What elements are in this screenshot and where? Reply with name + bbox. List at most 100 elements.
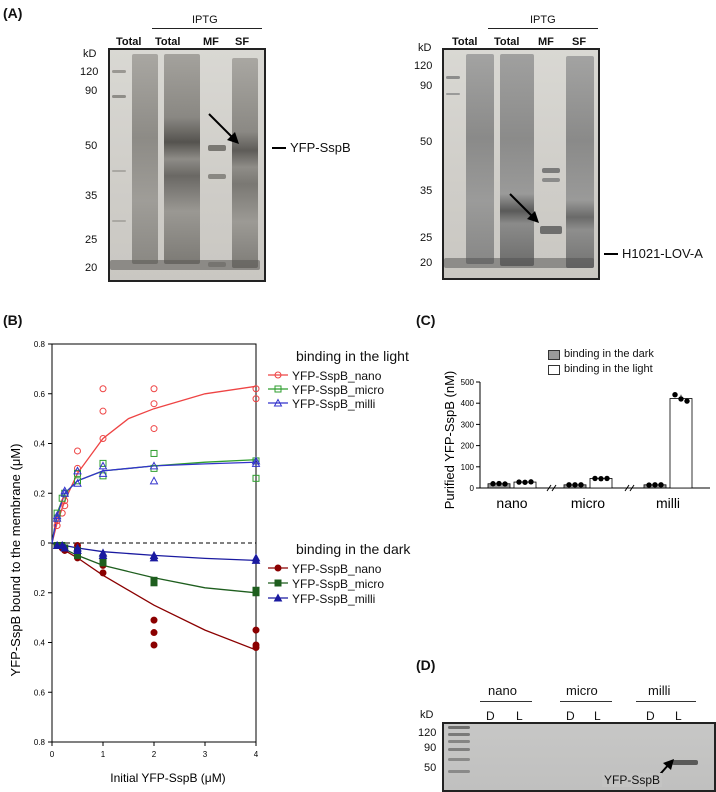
data-point — [150, 641, 158, 649]
legend-title-light: binding in the light — [296, 348, 409, 364]
legend-label: YFP-SspB_nano — [292, 562, 382, 576]
data-point — [99, 569, 107, 577]
data-point — [496, 480, 502, 487]
lane-label: Total — [155, 36, 181, 48]
data-point — [528, 479, 534, 485]
y-tick-label: 0 — [41, 539, 46, 548]
data-point — [60, 488, 70, 497]
kd-label-left: kD — [83, 48, 97, 60]
x-category-label: milli — [656, 495, 680, 510]
data-point — [61, 502, 69, 510]
y-tick-label: 400 — [461, 399, 475, 408]
group-bracket — [560, 701, 612, 702]
x-tick-label: 4 — [254, 750, 259, 759]
iptg-label-left: IPTG — [192, 14, 218, 26]
data-point — [252, 385, 260, 393]
data-point — [149, 553, 159, 562]
data-point — [150, 400, 158, 408]
y-tick-label: 0.4 — [34, 440, 46, 449]
arrow-icon — [208, 113, 239, 144]
data-point — [592, 475, 598, 482]
group-bracket — [636, 701, 696, 702]
x-tick-label: 1 — [101, 750, 106, 759]
lane-label: L — [516, 709, 523, 723]
panel-c-label: (C) — [416, 312, 436, 328]
fit-curve — [51, 459, 257, 544]
data-point — [252, 643, 260, 651]
data-point — [678, 396, 684, 402]
y-tick-label: 0.6 — [34, 688, 46, 697]
x-category-label: nano — [496, 495, 527, 510]
gel-image-yfp-sspb — [108, 48, 266, 282]
data-point — [149, 461, 159, 470]
legend-label: YFP-SspB_nano — [292, 369, 382, 383]
group-label: micro — [566, 683, 598, 698]
data-point — [58, 509, 66, 517]
data-point — [53, 509, 61, 517]
lane-label: L — [594, 709, 601, 723]
data-point — [150, 629, 158, 637]
iptg-bracket-right — [488, 28, 598, 29]
data-point — [502, 481, 508, 487]
lane-label: SF — [572, 36, 587, 48]
x-tick-label: 0 — [50, 750, 55, 759]
data-point — [684, 398, 690, 404]
marker-label: 50 — [420, 136, 433, 148]
marker-label: 90 — [420, 80, 433, 92]
fit-curve — [51, 385, 257, 544]
lane-label: D — [486, 709, 495, 723]
data-point — [251, 555, 261, 564]
annotation-line — [604, 253, 618, 255]
axis-break — [624, 484, 630, 492]
legend-title-dark: binding in the dark — [296, 541, 411, 557]
marker-label: 90 — [85, 85, 98, 97]
legend-marker — [274, 385, 282, 393]
data-point — [598, 475, 604, 482]
y-axis-label: Purified YFP-SspB (nM) — [442, 371, 457, 509]
bar — [669, 398, 693, 489]
lane-label: MF — [538, 36, 554, 48]
data-point — [74, 477, 81, 485]
y-tick-label: 0.4 — [34, 639, 46, 648]
fit-curve — [51, 461, 257, 544]
data-point — [99, 559, 107, 567]
marker-label: 20 — [85, 262, 98, 274]
y-axis-label: YFP-SspB bound to the membrane (μM) — [8, 444, 23, 677]
marker-label: 25 — [85, 234, 98, 246]
data-point — [73, 466, 82, 475]
legend-marker — [274, 564, 282, 572]
data-point — [53, 522, 61, 530]
iptg-label-right: IPTG — [530, 14, 556, 26]
panel-d-label: (D) — [416, 657, 436, 673]
binding-scatter-chart: YFP-SspB bound to the membrane (μM) Init… — [8, 340, 261, 785]
legend-label: YFP-SspB_milli — [292, 397, 376, 411]
legend-markers — [268, 371, 288, 602]
legend-marker — [273, 593, 283, 602]
marker-label: 25 — [420, 232, 433, 244]
data-point — [52, 513, 62, 522]
data-point — [658, 482, 664, 488]
group-label: nano — [488, 683, 517, 698]
axis-break — [546, 484, 552, 492]
lane-label: D — [566, 709, 575, 723]
data-point — [60, 543, 70, 552]
data-point — [98, 468, 108, 477]
annotation-line — [272, 147, 286, 149]
lane-label: Total — [452, 36, 478, 48]
data-point — [98, 461, 108, 470]
data-point — [251, 458, 261, 467]
data-point — [490, 481, 496, 487]
data-point — [150, 449, 158, 457]
y-tick-label: 300 — [461, 420, 475, 429]
data-point — [604, 475, 610, 482]
data-point — [99, 435, 107, 443]
data-point — [150, 425, 158, 433]
data-point — [74, 447, 81, 455]
panel-a-label: (A) — [3, 5, 23, 21]
data-point — [572, 482, 578, 488]
data-point — [98, 550, 108, 559]
group-bracket — [480, 701, 532, 702]
annotation-yfp-sspb: YFP-SspB — [290, 140, 351, 155]
legend-label: binding in the light — [564, 363, 653, 375]
data-point — [578, 482, 584, 488]
